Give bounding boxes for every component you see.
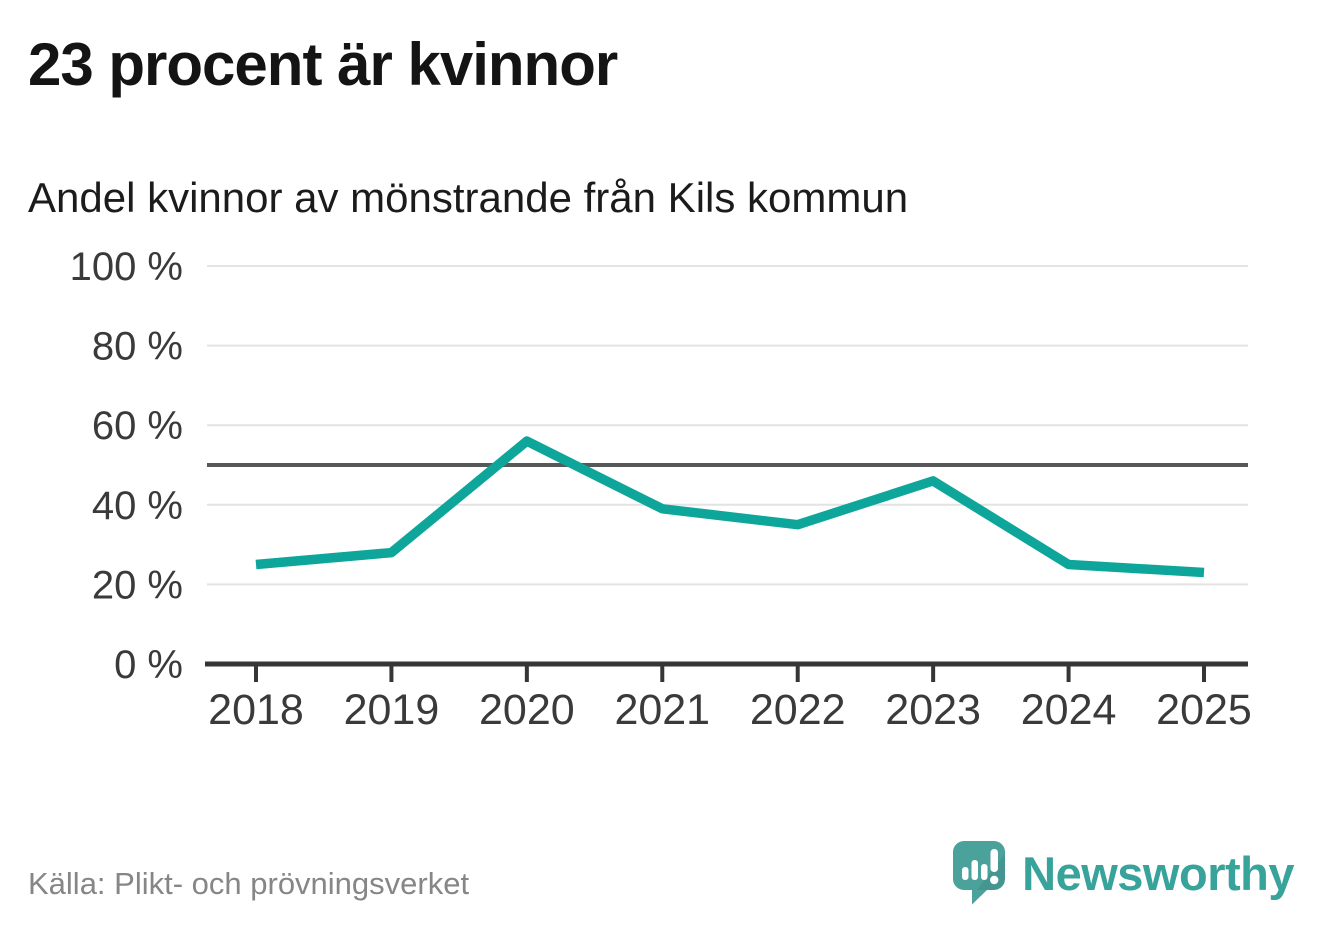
data-line-andel-kvinnor [255, 436, 1205, 578]
newsworthy-logo: Newsworthy [951, 840, 1294, 906]
y-axis-tick-label: 20 % [92, 563, 183, 607]
chart-area: 100 % 80 % 60 % 40 % 20 % 0 % 2018 2019 2020 2021… [70, 245, 1252, 734]
page-title: 23 procent är kvinnor [28, 31, 618, 98]
y-axis-tick-label: 100 % [70, 245, 183, 289]
x-axis-tick-label: 2023 [885, 686, 981, 734]
x-axis-tick-label: 2022 [750, 686, 846, 734]
y-axis-tick-label: 60 % [92, 404, 183, 448]
x-axis-tick-label: 2024 [1021, 686, 1117, 734]
x-axis-tick-label: 2019 [344, 686, 440, 734]
y-axis-tick-label: 0 % [114, 643, 183, 687]
x-axis-tick-label: 2020 [479, 686, 575, 734]
source-note: Källa: Plikt- och prövningsverket [28, 866, 470, 901]
newsworthy-wordmark: Newsworthy [1022, 846, 1294, 900]
newsworthy-speech-bubble-icon [953, 841, 1006, 905]
y-axis-tick-label: 40 % [92, 484, 183, 528]
y-axis-tick-label: 80 % [92, 325, 183, 369]
x-axis-tick-label: 2025 [1156, 686, 1252, 734]
x-axis-tick-label: 2021 [614, 686, 710, 734]
chart-subtitle: Andel kvinnor av mönstrande från Kils ko… [28, 174, 909, 221]
x-axis-tick-label: 2018 [208, 686, 304, 734]
